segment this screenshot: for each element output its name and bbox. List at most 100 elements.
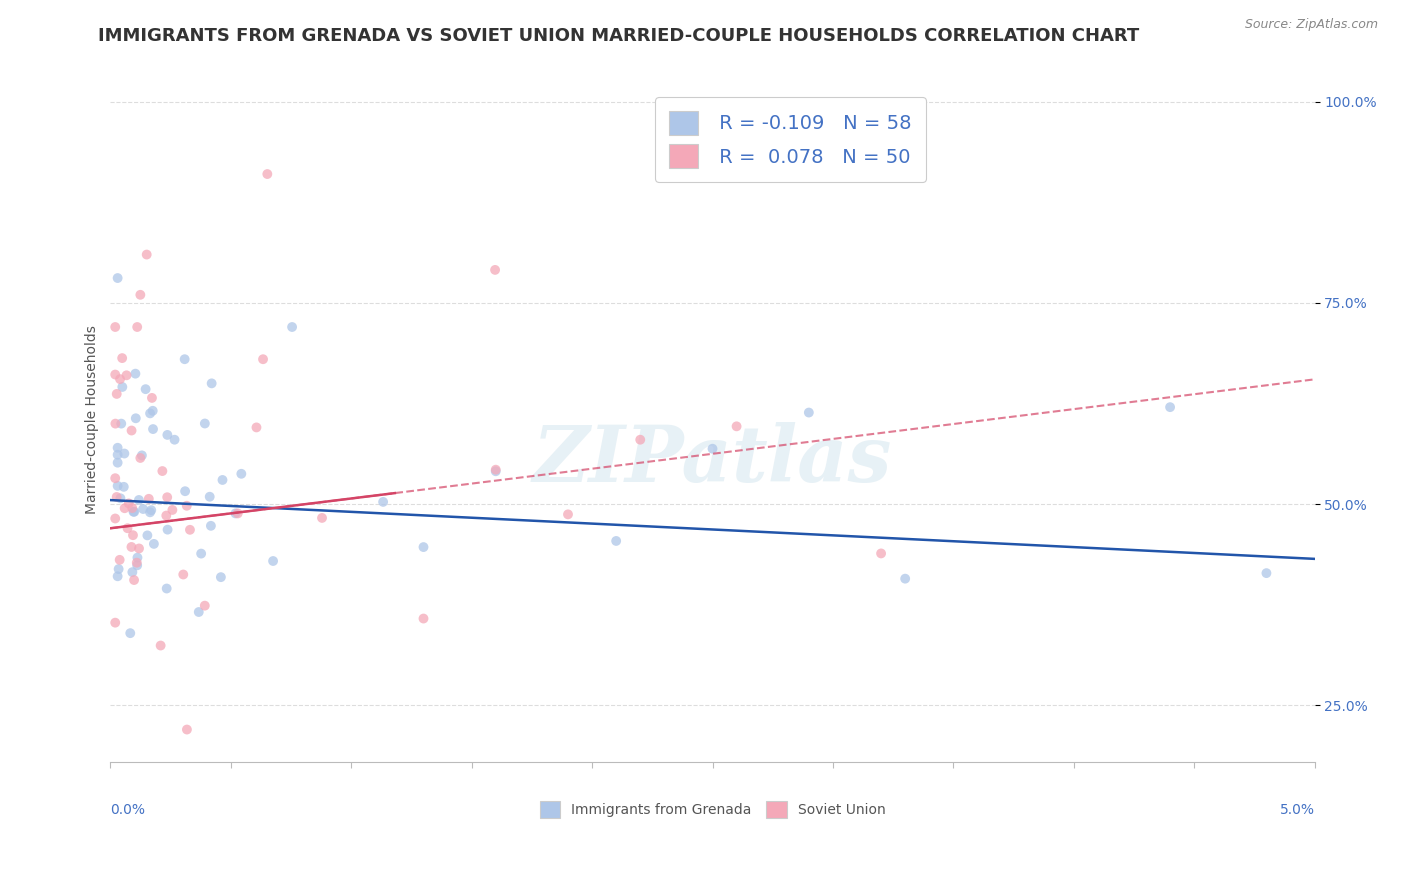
Point (132, 502, 155, 516)
Point (172, 567, 194, 582)
Point (156, 582, 179, 596)
Point (122, 573, 145, 587)
Y-axis label: Married-couple Households: Married-couple Households (86, 326, 100, 514)
Point (111, 380, 134, 394)
Point (127, 320, 149, 334)
Point (107, 448, 129, 462)
Point (281, 320, 304, 334)
Point (174, 484, 197, 499)
Point (142, 404, 165, 418)
Point (122, 505, 145, 519)
Point (628, 433, 651, 447)
Point (117, 521, 139, 535)
Text: 5.0%: 5.0% (1279, 803, 1315, 817)
Point (111, 351, 134, 365)
Point (107, 562, 129, 576)
Point (118, 496, 141, 510)
Point (252, 352, 274, 367)
Point (122, 505, 145, 519)
Point (262, 554, 284, 568)
Point (797, 405, 820, 419)
Point (129, 450, 152, 465)
Point (114, 501, 136, 516)
Point (484, 263, 506, 277)
Point (485, 464, 508, 478)
Point (190, 547, 212, 561)
Text: ZIPatlas: ZIPatlas (533, 423, 893, 499)
Point (124, 367, 146, 381)
Point (120, 540, 142, 554)
Point (141, 503, 163, 517)
Point (107, 271, 129, 285)
Point (485, 463, 508, 477)
Point (187, 605, 209, 619)
Point (131, 449, 153, 463)
Point (211, 473, 233, 487)
Point (156, 428, 179, 442)
Point (1256, 566, 1278, 581)
Point (112, 480, 135, 494)
Point (122, 528, 145, 542)
Point (107, 441, 129, 455)
Point (135, 382, 157, 396)
Point (163, 433, 186, 447)
Point (139, 406, 162, 420)
Point (256, 167, 278, 181)
Legend: Immigrants from Grenada, Soviet Union: Immigrants from Grenada, Soviet Union (534, 795, 891, 823)
Point (412, 540, 434, 554)
Point (156, 490, 179, 504)
Point (702, 442, 724, 456)
Point (127, 558, 149, 573)
Text: Source: ZipAtlas.com: Source: ZipAtlas.com (1244, 18, 1378, 31)
Point (115, 368, 138, 383)
Point (125, 411, 148, 425)
Text: IMMIGRANTS FROM GRENADA VS SOVIET UNION MARRIED-COUPLE HOUSEHOLDS CORRELATION CH: IMMIGRANTS FROM GRENADA VS SOVIET UNION … (98, 27, 1140, 45)
Point (557, 508, 579, 522)
Point (127, 550, 149, 565)
Point (200, 518, 222, 533)
Point (162, 503, 184, 517)
Point (125, 556, 148, 570)
Point (605, 533, 627, 548)
Point (173, 352, 195, 367)
Point (139, 505, 162, 519)
Point (121, 424, 143, 438)
Point (179, 523, 201, 537)
Point (104, 615, 127, 630)
Point (121, 501, 143, 516)
Point (198, 490, 221, 504)
Point (104, 417, 127, 431)
Point (128, 541, 150, 556)
Point (110, 417, 132, 431)
Point (150, 464, 173, 478)
Point (156, 523, 179, 537)
Point (105, 387, 128, 401)
Point (201, 376, 224, 391)
Point (176, 499, 198, 513)
Point (894, 572, 917, 586)
Point (108, 372, 131, 386)
Point (176, 723, 198, 737)
Point (104, 511, 127, 525)
Point (149, 639, 172, 653)
Point (120, 626, 142, 640)
Point (725, 419, 748, 434)
Point (104, 320, 127, 334)
Point (141, 391, 163, 405)
Point (105, 490, 128, 504)
Point (870, 546, 893, 560)
Point (112, 446, 135, 460)
Point (138, 491, 160, 506)
Point (108, 553, 131, 567)
Point (142, 422, 165, 436)
Point (110, 491, 132, 506)
Point (194, 417, 217, 431)
Point (128, 492, 150, 507)
Point (136, 528, 159, 542)
Point (226, 507, 249, 521)
Point (194, 599, 217, 613)
Point (104, 368, 127, 382)
Point (231, 467, 253, 481)
Point (104, 471, 127, 485)
Point (412, 611, 434, 625)
